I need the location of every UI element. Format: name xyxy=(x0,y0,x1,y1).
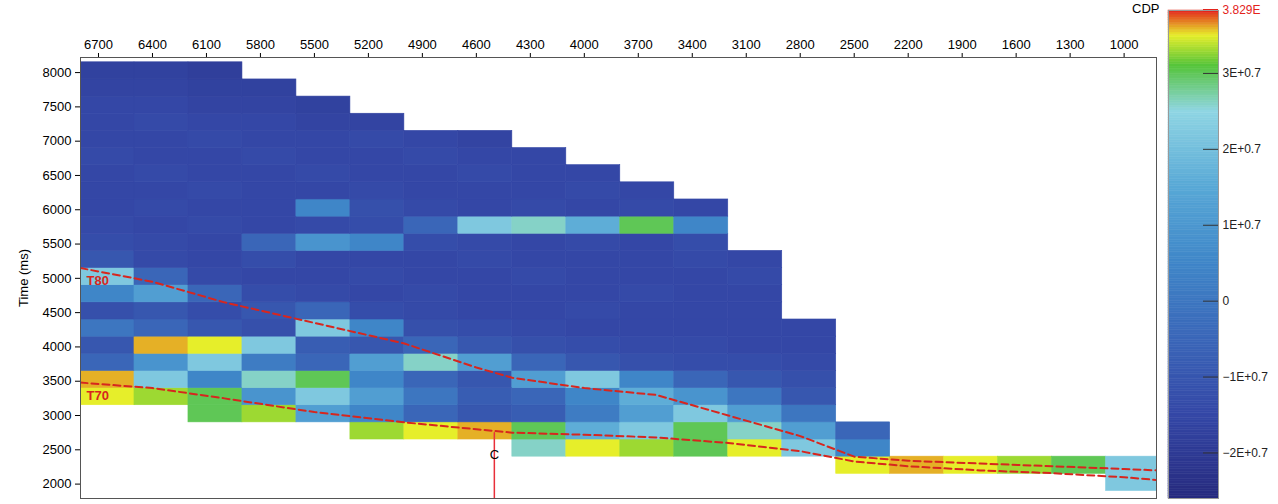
svg-text:CDP: CDP xyxy=(1132,1,1159,16)
svg-text:3000: 3000 xyxy=(43,408,72,423)
svg-text:2200: 2200 xyxy=(894,37,923,52)
svg-text:6400: 6400 xyxy=(138,37,167,52)
svg-text:6500: 6500 xyxy=(43,168,72,183)
svg-text:4300: 4300 xyxy=(516,37,545,52)
svg-text:2E+0.7: 2E+0.7 xyxy=(1223,142,1262,156)
svg-text:6100: 6100 xyxy=(192,37,221,52)
svg-text:6700: 6700 xyxy=(84,37,113,52)
svg-text:2500: 2500 xyxy=(840,37,869,52)
svg-text:5500: 5500 xyxy=(300,37,329,52)
svg-text:3E+0.7: 3E+0.7 xyxy=(1223,66,1262,80)
svg-text:4900: 4900 xyxy=(408,37,437,52)
svg-text:−1E+0.7: −1E+0.7 xyxy=(1223,370,1269,384)
svg-text:4600: 4600 xyxy=(462,37,491,52)
svg-text:T80: T80 xyxy=(87,273,109,288)
svg-text:3700: 3700 xyxy=(624,37,653,52)
svg-text:3400: 3400 xyxy=(678,37,707,52)
svg-text:5200: 5200 xyxy=(354,37,383,52)
svg-text:8000: 8000 xyxy=(43,65,72,80)
svg-text:2800: 2800 xyxy=(786,37,815,52)
svg-text:3.829E: 3.829E xyxy=(1223,3,1261,17)
svg-text:7500: 7500 xyxy=(43,99,72,114)
svg-text:1900: 1900 xyxy=(948,37,977,52)
svg-text:C: C xyxy=(490,447,499,462)
svg-text:5000: 5000 xyxy=(43,271,72,286)
svg-text:Time (ms): Time (ms) xyxy=(16,249,31,307)
svg-text:2000: 2000 xyxy=(43,476,72,491)
svg-text:1600: 1600 xyxy=(1002,37,1031,52)
svg-text:6000: 6000 xyxy=(43,202,72,217)
svg-text:T70: T70 xyxy=(87,388,109,403)
svg-text:1000: 1000 xyxy=(1110,37,1139,52)
svg-text:4500: 4500 xyxy=(43,305,72,320)
svg-text:−2E+0.7: −2E+0.7 xyxy=(1223,446,1269,460)
svg-text:0: 0 xyxy=(1223,294,1230,308)
svg-text:1300: 1300 xyxy=(1056,37,1085,52)
svg-text:7000: 7000 xyxy=(43,133,72,148)
svg-text:1E+0.7: 1E+0.7 xyxy=(1223,218,1262,232)
svg-text:4000: 4000 xyxy=(570,37,599,52)
svg-text:5500: 5500 xyxy=(43,236,72,251)
svg-text:4000: 4000 xyxy=(43,339,72,354)
svg-text:3100: 3100 xyxy=(732,37,761,52)
svg-text:5800: 5800 xyxy=(246,37,275,52)
svg-text:3500: 3500 xyxy=(43,373,72,388)
svg-text:2500: 2500 xyxy=(43,442,72,457)
